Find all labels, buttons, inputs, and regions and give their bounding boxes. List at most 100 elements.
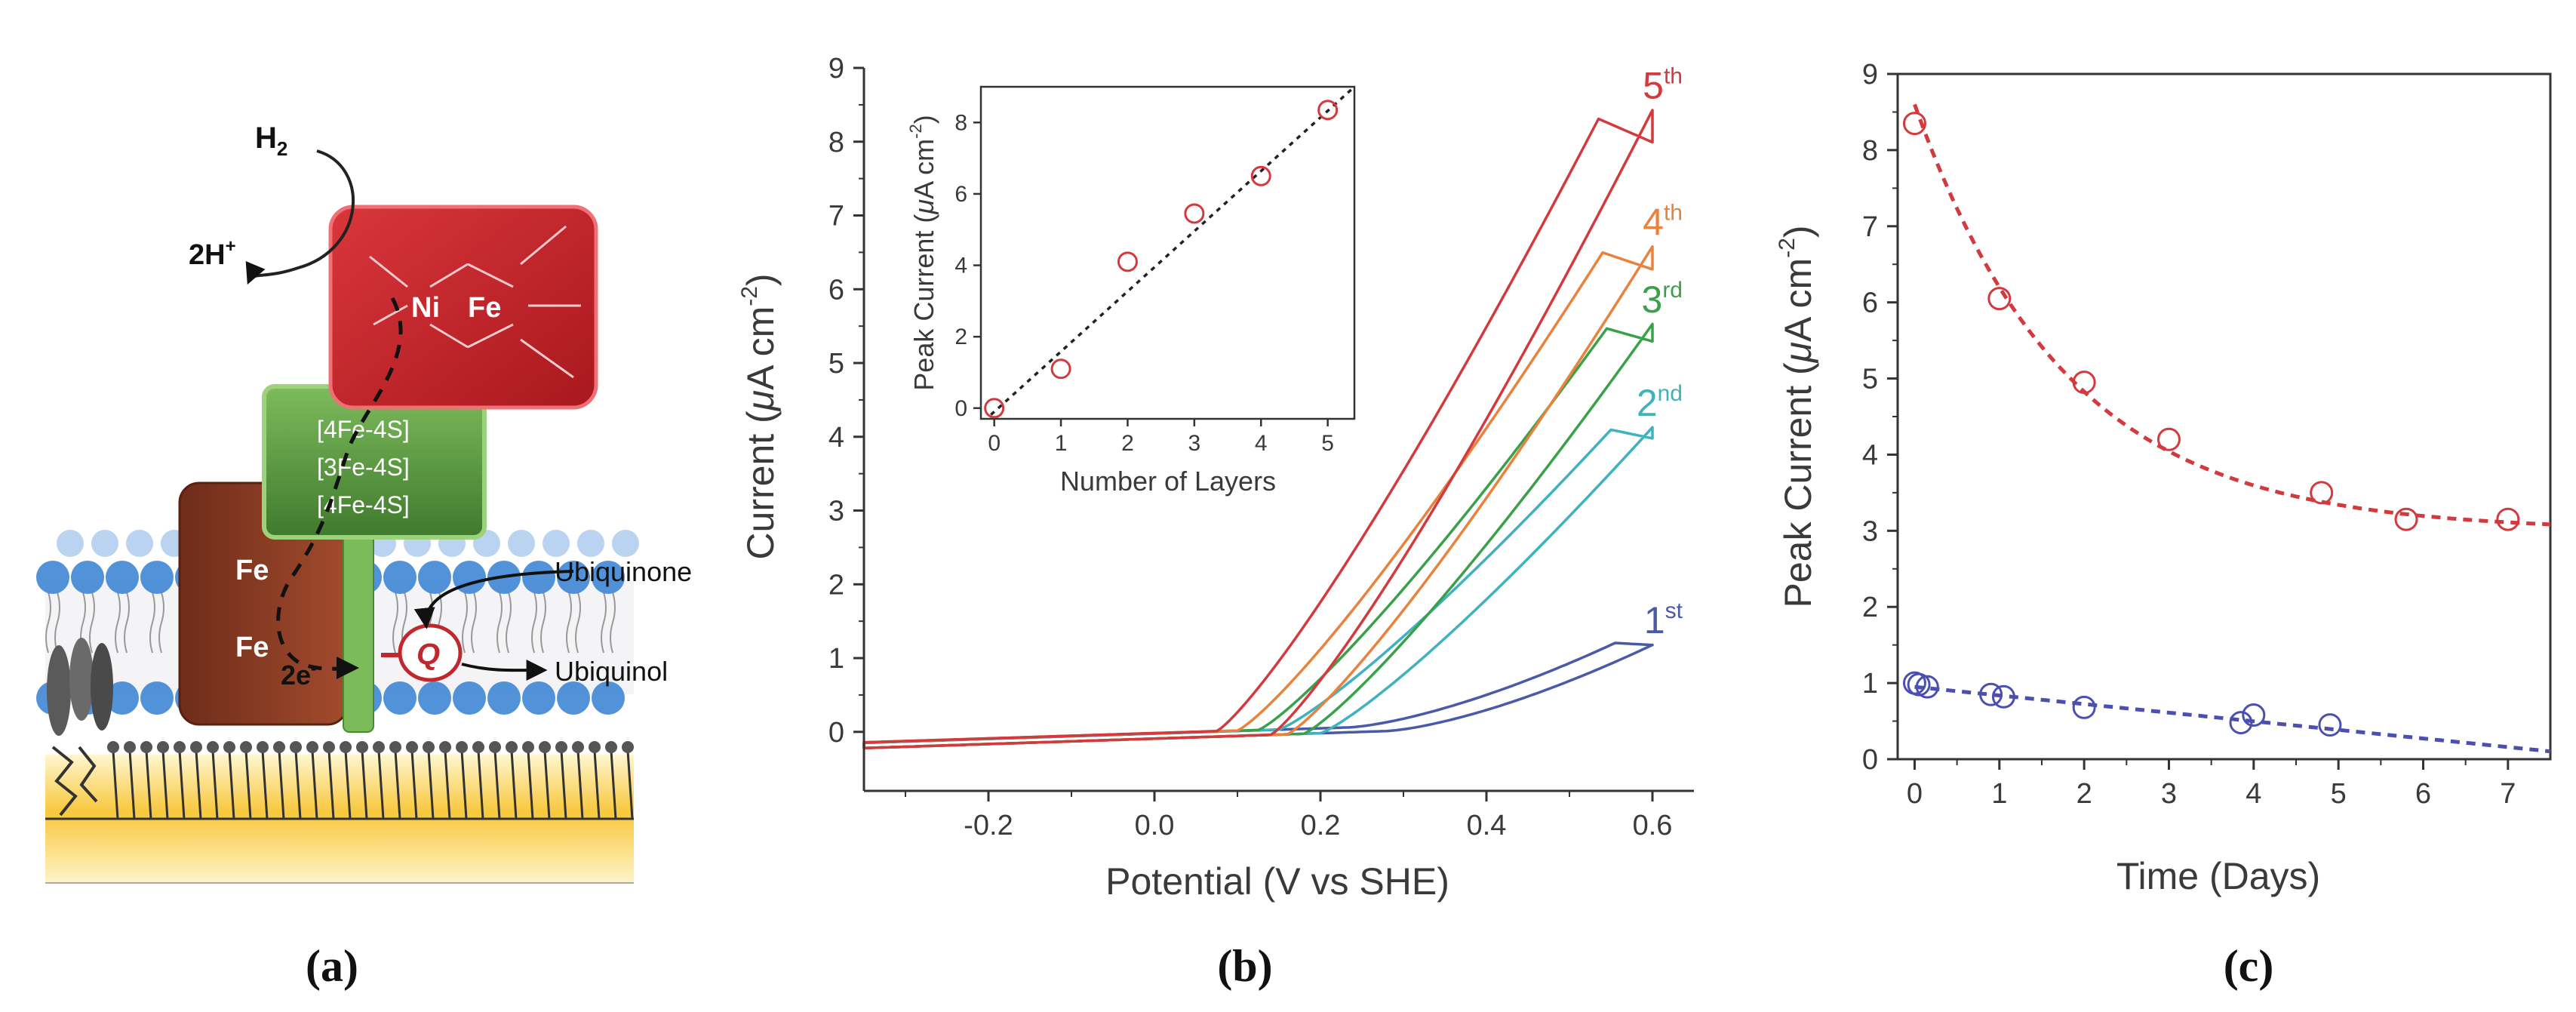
stability-points — [1902, 112, 2520, 737]
sam-head — [472, 741, 484, 753]
stability-y-tick-label: 4 — [1862, 439, 1878, 471]
sam-head — [190, 741, 202, 753]
nife-active-site-bonds — [369, 225, 581, 379]
cv-y-tick-label: 8 — [828, 127, 844, 158]
sam-chain — [112, 750, 119, 820]
cv-series-label: 2nd — [1637, 381, 1683, 424]
quinone-site: Q — [381, 623, 463, 682]
stability-y-tick-label: 2 — [1862, 592, 1878, 623]
sam-head — [423, 741, 435, 753]
ubiquinone-arrow — [413, 570, 574, 629]
lipid-head — [522, 681, 555, 715]
sam-head — [140, 741, 152, 753]
cv-y-tick-label: 5 — [828, 348, 844, 380]
lipid-head — [522, 561, 555, 594]
stability-point-red — [1902, 112, 1926, 136]
sam-chain — [576, 750, 584, 820]
cv-y-tick-label: 6 — [828, 274, 844, 306]
lipid-head — [57, 530, 84, 557]
sam-chain — [278, 750, 285, 820]
sam-head — [306, 741, 318, 753]
anchor-peptide — [69, 638, 94, 721]
cv-series-label: 1st — [1644, 598, 1683, 641]
sam-head — [157, 741, 169, 753]
sam-chain — [244, 750, 252, 820]
lipid-tail — [531, 592, 546, 654]
sam-head — [273, 741, 285, 753]
cv-series-label: 4th — [1643, 200, 1683, 243]
inset-x-tick-label: 4 — [1255, 431, 1268, 456]
anchor-peptide — [47, 645, 71, 736]
heme-fe-top: Fe — [235, 555, 269, 586]
stability-y-axis-label: Peak Current (μA cm-2) — [1775, 225, 1819, 608]
stability-x-tick-label: 0 — [1907, 778, 1923, 810]
lipid-tail — [566, 592, 581, 654]
sam-head — [589, 741, 601, 753]
sam-head — [124, 741, 136, 753]
cv-x-tick-label: 0.0 — [1135, 810, 1175, 841]
stability-point-red — [1987, 287, 2012, 311]
stability-point-blue — [2072, 695, 2096, 719]
lipid-head — [508, 530, 535, 557]
stability-y-tick-label: 5 — [1862, 364, 1878, 395]
lipid-head — [140, 561, 174, 594]
inset-point — [1184, 203, 1205, 224]
ubiquinol-label: Ubiquinol — [555, 656, 668, 687]
lipid-head — [543, 530, 570, 557]
sam-chain — [410, 750, 418, 820]
stability-point-red — [2394, 507, 2418, 531]
sam-chain — [161, 750, 169, 820]
cv-x-tick-label: 0.4 — [1467, 810, 1507, 841]
cv-y-tick-label: 3 — [828, 496, 844, 528]
stability-point-red — [2496, 507, 2520, 531]
stability-y-tick-label: 1 — [1862, 668, 1878, 700]
inset-point — [1117, 251, 1138, 272]
sam-chain — [145, 750, 152, 820]
stability-x-tick-label: 3 — [2161, 778, 2177, 810]
hydrogenase-diagram: Fe Fe [4Fe-4S] [3Fe-4S] [4Fe-4S] Ni Fe H… — [36, 122, 692, 884]
sam-head — [622, 741, 634, 753]
cv-x-tick-label: -0.2 — [964, 810, 1013, 841]
stability-x-tick-label: 4 — [2246, 778, 2261, 810]
lipid-head — [418, 561, 451, 594]
lipid-head — [126, 530, 153, 557]
lipid-head — [557, 561, 590, 594]
h2-label: H2 — [255, 122, 287, 160]
lipid-head — [106, 561, 139, 594]
anchor-linker — [51, 746, 98, 817]
cv-x-tick-label: 0.2 — [1301, 810, 1341, 841]
ni-atom-label: Ni — [411, 292, 440, 324]
stability-point-blue — [1915, 675, 1939, 699]
lipid-head — [612, 530, 639, 557]
inset-x-axis-label: Number of Layers — [1060, 466, 1276, 497]
lipid-head — [383, 561, 417, 594]
lipid-head — [557, 681, 590, 715]
stability-y-tick-label: 0 — [1862, 744, 1878, 776]
lipid-head — [91, 530, 118, 557]
stability-point-blue — [1907, 672, 1931, 697]
lipid-tail — [115, 592, 130, 654]
stability-fit-red — [1913, 103, 2551, 527]
stability-x-tick-label: 5 — [2331, 778, 2347, 810]
stability-y-tick-label: 3 — [1862, 515, 1878, 547]
sam-chain — [510, 750, 518, 820]
sam-chain — [211, 750, 219, 820]
proton-label: 2H+ — [189, 236, 236, 271]
electron-label: 2e- — [281, 659, 316, 691]
lipid-head — [577, 530, 604, 557]
sam-head — [257, 741, 269, 753]
sam-chain — [460, 750, 468, 820]
sam-chain — [361, 750, 368, 820]
heme-fe-bottom: Fe — [235, 632, 269, 663]
ubiquinone-label: Ubiquinone — [555, 556, 692, 587]
anchor-peptide — [91, 643, 113, 731]
cv-curves — [862, 109, 1654, 750]
sam-chain — [593, 750, 601, 820]
sam-chain — [394, 750, 401, 820]
stability-x-tick-label: 6 — [2415, 778, 2431, 810]
sam-chain — [477, 750, 484, 820]
cv-series-label: 3rd — [1642, 278, 1683, 321]
inset-x-tick-label: 5 — [1321, 431, 1334, 456]
sam-chain — [427, 750, 435, 820]
